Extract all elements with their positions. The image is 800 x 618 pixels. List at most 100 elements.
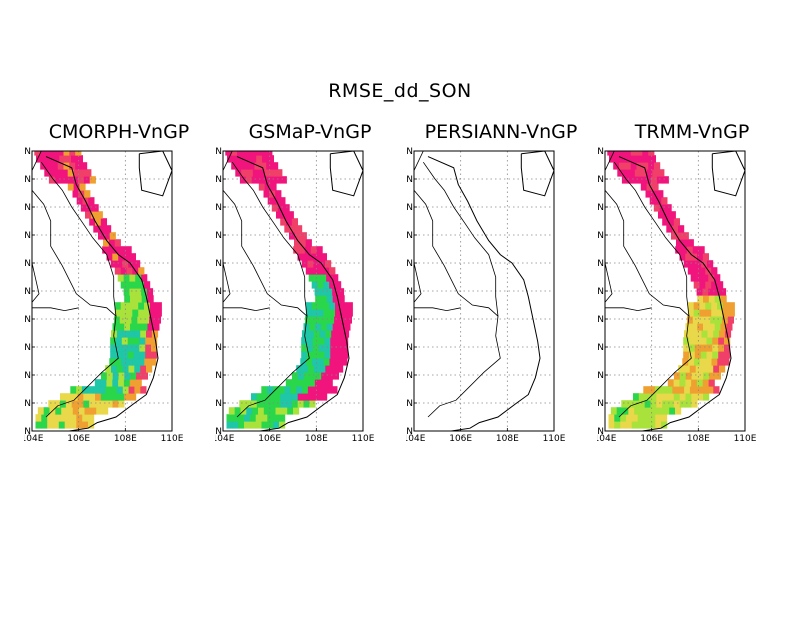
grid-cell [302, 386, 309, 394]
grid-cell [106, 393, 113, 401]
grid-cell [96, 407, 103, 415]
grid-cell [258, 183, 265, 191]
lat-tick-label: 14N [24, 315, 31, 325]
grid-cell [231, 162, 238, 170]
grid-cell [78, 407, 85, 415]
grid-cell [293, 407, 300, 415]
lat-tick-label: 11N [24, 399, 31, 409]
grid-cell [120, 302, 127, 310]
panel-persiann: PERSIANN-VnGP 10N 11N 12N 13N 14N 15N 16N 17N 18… [406, 118, 596, 458]
grid-cell [138, 358, 145, 366]
grid-cell [713, 330, 720, 338]
grid-cell [320, 288, 327, 296]
grid-cell [650, 400, 657, 408]
map-persiann: 10N 11N 12N 13N 14N 15N 16N 17N 18N 19N 20N 104E 106… [406, 147, 566, 444]
grid-cell [272, 162, 279, 170]
grid-cell [689, 344, 696, 352]
grid-cell [313, 386, 320, 394]
grid-cell [329, 309, 336, 317]
lat-tick-label: 12N [24, 371, 31, 381]
grid-cell [638, 400, 645, 408]
grid-cell [318, 351, 325, 359]
grid-cell [708, 274, 715, 282]
grid-cell [702, 253, 709, 261]
grid-cell [234, 407, 241, 415]
grid-cell [294, 232, 301, 240]
grid-cell [675, 407, 682, 415]
grid-cell [323, 358, 330, 366]
grid-cell [129, 379, 136, 387]
lat-tick-label: 10N [406, 427, 413, 437]
grid-cell [346, 309, 353, 317]
lat-tick-label: 13N [597, 343, 604, 353]
grid-cell [303, 393, 310, 401]
grid-cell [319, 365, 326, 373]
grid-cell [76, 197, 83, 205]
grid-cell [297, 393, 304, 401]
grid-cell [309, 393, 316, 401]
grid-cell [320, 253, 327, 261]
grid-cell [683, 351, 690, 359]
grid-cell [699, 302, 706, 310]
grid-cell [72, 407, 79, 415]
grid-cell [703, 323, 710, 331]
border [223, 307, 270, 312]
grid-cell [688, 358, 695, 366]
grid-cell [77, 400, 84, 408]
grid-cell [76, 421, 83, 429]
grid-cell [129, 288, 136, 296]
lat-tick-label: 10N [24, 427, 31, 437]
grid-cell [309, 379, 316, 387]
lat-tick-label: 15N [406, 287, 413, 297]
grid-cell [268, 400, 275, 408]
grid-cell [720, 295, 727, 303]
grid-cell [123, 379, 131, 387]
grid-cell [138, 281, 145, 289]
page-title: RMSE_dd_SON [328, 80, 472, 102]
grid-cell [627, 400, 634, 408]
grid-cell [309, 400, 316, 408]
grid-cell [280, 176, 287, 184]
grid-cell [678, 365, 685, 373]
grid-cell [609, 155, 616, 163]
grid-cell [693, 281, 700, 289]
grid-cell [682, 358, 689, 366]
grid-cell [662, 218, 669, 226]
grid-cell [136, 372, 143, 380]
grid-cell [701, 330, 708, 338]
island-hainan [329, 151, 363, 197]
grid-cell [620, 421, 627, 429]
grid-cell [269, 176, 276, 184]
grid-cell [106, 379, 113, 387]
grid-cell [140, 365, 147, 373]
grid-cell [656, 176, 664, 184]
grid-cell [290, 225, 297, 233]
grid-cell [638, 155, 645, 163]
grid-cell [54, 400, 61, 408]
grid-cell [144, 302, 151, 310]
grid-cell [674, 372, 681, 380]
grid-cell [112, 393, 119, 401]
grid-cell [705, 302, 712, 310]
grid-cell [48, 400, 55, 408]
grid-cell [145, 351, 152, 359]
grid-cell [112, 372, 119, 380]
grid-cell [324, 351, 331, 359]
grid-cell [128, 330, 135, 338]
grid-cell [620, 414, 627, 422]
grid-cell [634, 169, 641, 177]
grid-cell [338, 295, 345, 303]
grid-cell [291, 218, 298, 226]
grid-cell [650, 393, 657, 401]
grid-cell [65, 393, 72, 401]
grid-cell [114, 239, 121, 247]
grid-cell [275, 190, 282, 198]
grid-cell [636, 151, 643, 156]
grid-cell [71, 400, 78, 408]
island-hainan [520, 151, 554, 197]
grid-cell [633, 393, 640, 401]
grid-cell [297, 253, 304, 261]
grid-cell [705, 281, 712, 289]
grid-cell [681, 246, 688, 254]
grid-cell [669, 211, 676, 219]
